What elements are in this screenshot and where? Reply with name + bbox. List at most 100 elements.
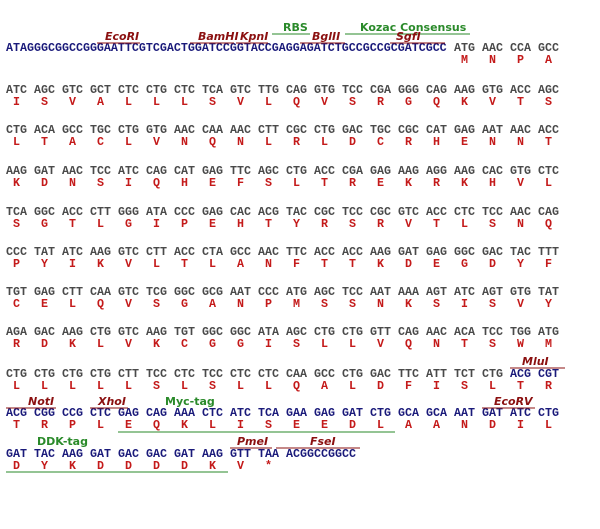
amino-acid: L	[97, 379, 104, 393]
amino-acid: L	[97, 337, 104, 351]
amino-acid: G	[125, 217, 132, 231]
amino-acid: A	[209, 297, 216, 311]
amino-acid: S	[461, 379, 468, 393]
codon: ACC	[538, 123, 559, 137]
codon: GGC	[230, 325, 251, 339]
codon: TTC	[286, 245, 307, 259]
codon: CTC	[230, 367, 251, 381]
codon: AGC	[258, 164, 279, 178]
codon: TTT	[538, 245, 559, 259]
codon: CTG	[342, 367, 363, 381]
codon: TAC	[34, 447, 55, 461]
amino-acid: H	[237, 217, 244, 231]
amino-acid: T	[461, 337, 468, 351]
codon: AAG	[62, 325, 83, 339]
amino-acid: T	[321, 176, 328, 190]
codon: GAT	[34, 164, 55, 178]
amino-acid: T	[69, 217, 76, 231]
amino-acid: R	[377, 217, 384, 231]
amino-acid: P	[265, 297, 272, 311]
codon: AAG	[398, 164, 419, 178]
codon: GCA	[426, 406, 447, 420]
amino-acid: L	[377, 418, 384, 432]
amino-acid: P	[69, 418, 76, 432]
amino-acid: T	[517, 379, 524, 393]
amino-acid: T	[433, 217, 440, 231]
amino-acid: V	[69, 95, 76, 109]
codon: TAT	[34, 245, 55, 259]
amino-acid: L	[321, 337, 328, 351]
amino-acid: S	[433, 297, 440, 311]
codon: AAG	[146, 325, 167, 339]
codon: ACG	[258, 205, 279, 219]
amino-acid: L	[265, 379, 272, 393]
amino-acid: T	[545, 135, 552, 149]
amino-acid: D	[13, 459, 20, 473]
amino-acid: L	[97, 418, 104, 432]
codon: CTT	[90, 205, 111, 219]
amino-acid: C	[97, 135, 104, 149]
codon: GAC	[482, 245, 503, 259]
amino-acid: Q	[293, 379, 300, 393]
codon: GTC	[118, 285, 139, 299]
amino-acid: D	[181, 459, 188, 473]
site-label: MluI	[522, 355, 549, 368]
feature-label: Kozac Consensus	[360, 21, 467, 34]
amino-acid: S	[545, 95, 552, 109]
codon: CGG	[34, 406, 55, 420]
codon: CTG	[314, 325, 335, 339]
codon: GCG	[202, 285, 223, 299]
codon: CAA	[90, 285, 111, 299]
amino-acid: Y	[517, 257, 524, 271]
codon: ATG	[538, 325, 559, 339]
amino-acid: L	[349, 337, 356, 351]
amino-acid: L	[265, 135, 272, 149]
amino-acid: L	[293, 176, 300, 190]
amino-acid: L	[209, 257, 216, 271]
site-label: NotI	[28, 395, 54, 408]
amino-acid: V	[489, 95, 496, 109]
codon: TCC	[342, 285, 363, 299]
codon: AGT	[426, 285, 447, 299]
amino-acid: G	[405, 95, 412, 109]
codon: GTG	[510, 285, 531, 299]
amino-acid: G	[181, 297, 188, 311]
codon: CTT	[62, 285, 83, 299]
codon: ACC	[314, 164, 335, 178]
codon: GAG	[118, 406, 139, 420]
codon: CTG	[482, 367, 503, 381]
amino-acid: I	[517, 418, 524, 432]
codon: AAG	[202, 447, 223, 461]
codon: CAA	[202, 123, 223, 137]
trailer-sequence: ACGGCCGGCC	[286, 447, 356, 461]
codon: ACC	[510, 83, 531, 97]
amino-acid: E	[377, 176, 384, 190]
codon: TCT	[454, 367, 475, 381]
codon: CTG	[286, 164, 307, 178]
amino-acid: L	[125, 379, 132, 393]
codon: AAG	[370, 245, 391, 259]
codon: ATG	[454, 41, 475, 55]
codon: CGC	[286, 123, 307, 137]
amino-acid: N	[69, 176, 76, 190]
codon: CGT	[538, 367, 559, 381]
codon: ACG	[6, 406, 27, 420]
codon: AGC	[34, 83, 55, 97]
amino-acid: I	[265, 337, 272, 351]
amino-acid: E	[41, 297, 48, 311]
amino-acid: K	[405, 176, 412, 190]
codon: CTC	[538, 164, 559, 178]
amino-acid: K	[405, 297, 412, 311]
codon: CTC	[174, 83, 195, 97]
site-label: BamHI	[198, 30, 239, 43]
codon: GCC	[62, 123, 83, 137]
amino-acid: L	[153, 95, 160, 109]
codon: AAC	[174, 123, 195, 137]
amino-acid: K	[461, 95, 468, 109]
amino-acid: K	[13, 176, 20, 190]
codon: GAA	[286, 406, 307, 420]
amino-acid: A	[237, 257, 244, 271]
codon: CTC	[174, 367, 195, 381]
codon: CTC	[258, 367, 279, 381]
